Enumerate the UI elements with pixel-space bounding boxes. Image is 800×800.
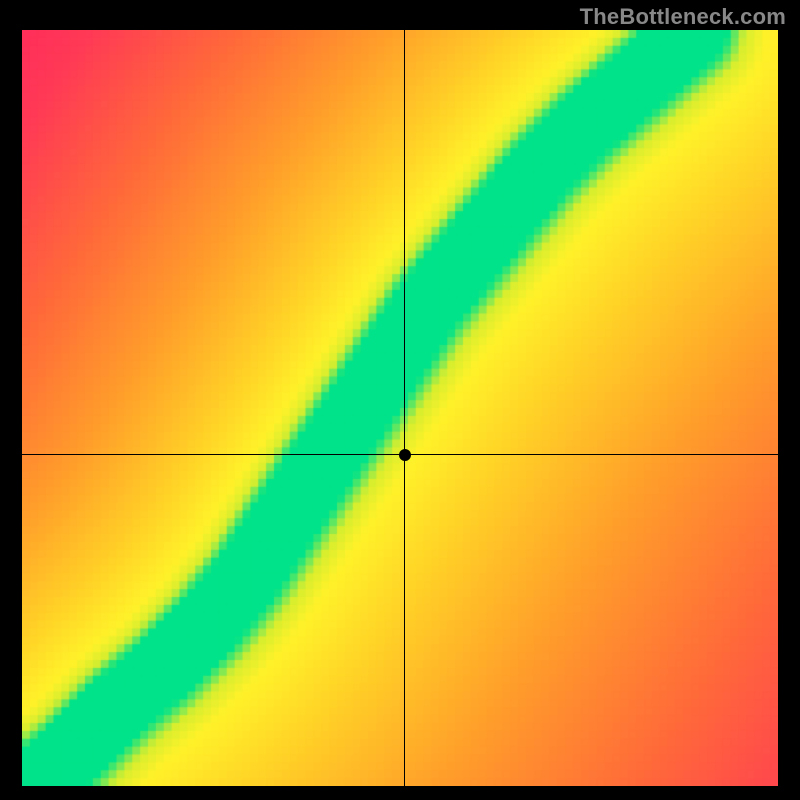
crosshair-vertical-line: [404, 30, 405, 786]
crosshair-dot-icon: [399, 449, 411, 461]
bottleneck-heatmap: [22, 30, 778, 786]
watermark-label: TheBottleneck.com: [580, 4, 786, 30]
